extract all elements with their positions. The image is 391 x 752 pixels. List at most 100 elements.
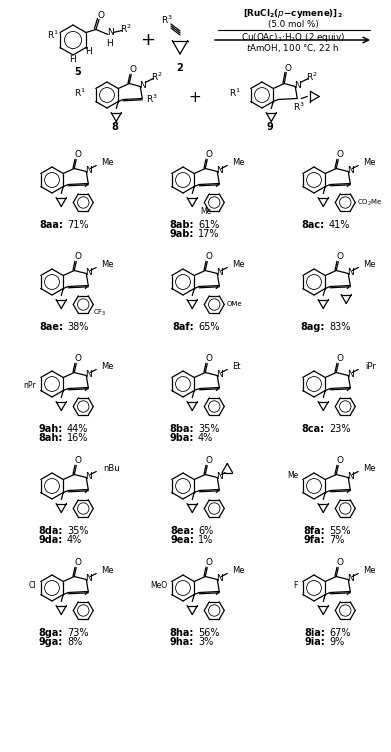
Text: Me: Me [363, 158, 376, 167]
Text: Me: Me [363, 464, 376, 473]
Text: +: + [140, 31, 156, 49]
Text: O: O [75, 456, 82, 465]
Text: $t$AmOH, 100 °C, 22 h: $t$AmOH, 100 °C, 22 h [246, 42, 339, 54]
Text: 67%: 67% [329, 628, 350, 638]
Text: O: O [206, 456, 213, 465]
Text: 9%: 9% [329, 637, 344, 647]
Text: 8af:: 8af: [172, 322, 194, 332]
Text: OMe: OMe [226, 302, 242, 308]
Text: O: O [75, 558, 82, 567]
Text: 9: 9 [267, 122, 273, 132]
Text: N: N [216, 370, 222, 379]
Text: R$^1$: R$^1$ [47, 29, 59, 41]
Text: 9ga:: 9ga: [39, 637, 63, 647]
Text: N: N [85, 472, 91, 481]
Text: N: N [347, 166, 353, 175]
Text: 8ba:: 8ba: [170, 424, 194, 434]
Text: 9ah:: 9ah: [39, 424, 63, 434]
Text: 9ha:: 9ha: [170, 637, 194, 647]
Text: 55%: 55% [329, 526, 351, 536]
Text: 9ab:: 9ab: [170, 229, 194, 239]
Text: 9ea:: 9ea: [170, 535, 194, 545]
Text: O: O [206, 252, 213, 261]
Text: $\mathbf{[RuCl_2(}$$p$$\mathbf{-cymene)]_2}$: $\mathbf{[RuCl_2(}$$p$$\mathbf{-cymene)]… [243, 8, 343, 20]
Text: Me: Me [363, 566, 376, 575]
Text: Me: Me [101, 158, 114, 167]
Text: 8ga:: 8ga: [39, 628, 63, 638]
Text: 7%: 7% [329, 535, 344, 545]
Text: O: O [337, 252, 344, 261]
Text: N: N [347, 268, 353, 277]
Text: Et: Et [232, 362, 241, 371]
Text: 8ah:: 8ah: [39, 433, 63, 443]
Text: 23%: 23% [329, 424, 350, 434]
Text: N: N [108, 28, 114, 37]
Text: N: N [85, 268, 91, 277]
Text: 8fa:: 8fa: [303, 526, 325, 536]
Text: Cl: Cl [29, 581, 36, 590]
Text: N: N [294, 81, 301, 90]
Text: Cu(OAc)$_2$$\cdot$H$_2$O (2 equiv): Cu(OAc)$_2$$\cdot$H$_2$O (2 equiv) [241, 32, 345, 44]
Text: (5.0 mol %): (5.0 mol %) [267, 20, 318, 29]
Text: H: H [70, 56, 76, 65]
Text: 4%: 4% [67, 535, 82, 545]
Text: 44%: 44% [67, 424, 88, 434]
Text: 71%: 71% [67, 220, 88, 230]
Text: 9ia:: 9ia: [304, 637, 325, 647]
Text: N: N [85, 370, 91, 379]
Text: 9da:: 9da: [39, 535, 63, 545]
Text: 8aa:: 8aa: [39, 220, 63, 230]
Text: 3%: 3% [198, 637, 213, 647]
Text: N: N [139, 81, 145, 90]
Text: 5: 5 [75, 67, 81, 77]
Text: O: O [206, 150, 213, 159]
Text: iPr: iPr [365, 362, 376, 371]
Text: 9fa:: 9fa: [303, 535, 325, 545]
Text: O: O [75, 354, 82, 363]
Text: 61%: 61% [198, 220, 219, 230]
Text: N: N [347, 370, 353, 379]
Text: O: O [337, 456, 344, 465]
Text: 17%: 17% [198, 229, 219, 239]
Text: R$^2$: R$^2$ [120, 23, 132, 35]
Text: 41%: 41% [329, 220, 350, 230]
Text: O: O [75, 252, 82, 261]
Text: 8ac:: 8ac: [302, 220, 325, 230]
Text: F: F [294, 581, 298, 590]
Text: 8ha:: 8ha: [170, 628, 194, 638]
Text: CF$_3$: CF$_3$ [93, 308, 107, 317]
Text: Me: Me [101, 566, 114, 575]
Text: O: O [130, 65, 137, 74]
Text: 8ag:: 8ag: [301, 322, 325, 332]
Text: 8ca:: 8ca: [302, 424, 325, 434]
Text: O: O [337, 558, 344, 567]
Text: N: N [347, 472, 353, 481]
Text: N: N [85, 574, 91, 583]
Text: 2: 2 [177, 63, 183, 73]
Text: R$^3$: R$^3$ [161, 14, 173, 26]
Text: N: N [216, 574, 222, 583]
Text: 8%: 8% [67, 637, 82, 647]
Text: 4%: 4% [198, 433, 213, 443]
Text: O: O [337, 150, 344, 159]
Text: +: + [188, 89, 201, 105]
Text: H: H [107, 39, 113, 48]
Text: Me: Me [232, 158, 245, 167]
Text: 8da:: 8da: [39, 526, 63, 536]
Text: O: O [206, 354, 213, 363]
Text: Me: Me [232, 260, 245, 269]
Text: nPr: nPr [23, 381, 36, 390]
Text: CO$_2$Me: CO$_2$Me [357, 197, 383, 208]
Text: 65%: 65% [198, 322, 219, 332]
Text: R$^3$: R$^3$ [146, 92, 158, 105]
Text: N: N [216, 472, 222, 481]
Text: N: N [347, 574, 353, 583]
Text: nBu: nBu [103, 464, 120, 473]
Text: Me: Me [288, 472, 299, 481]
Text: 6%: 6% [198, 526, 213, 536]
Text: N: N [216, 268, 222, 277]
Text: O: O [206, 558, 213, 567]
Text: 9ba:: 9ba: [170, 433, 194, 443]
Text: Me: Me [101, 260, 114, 269]
Text: R$^3$: R$^3$ [293, 100, 305, 113]
